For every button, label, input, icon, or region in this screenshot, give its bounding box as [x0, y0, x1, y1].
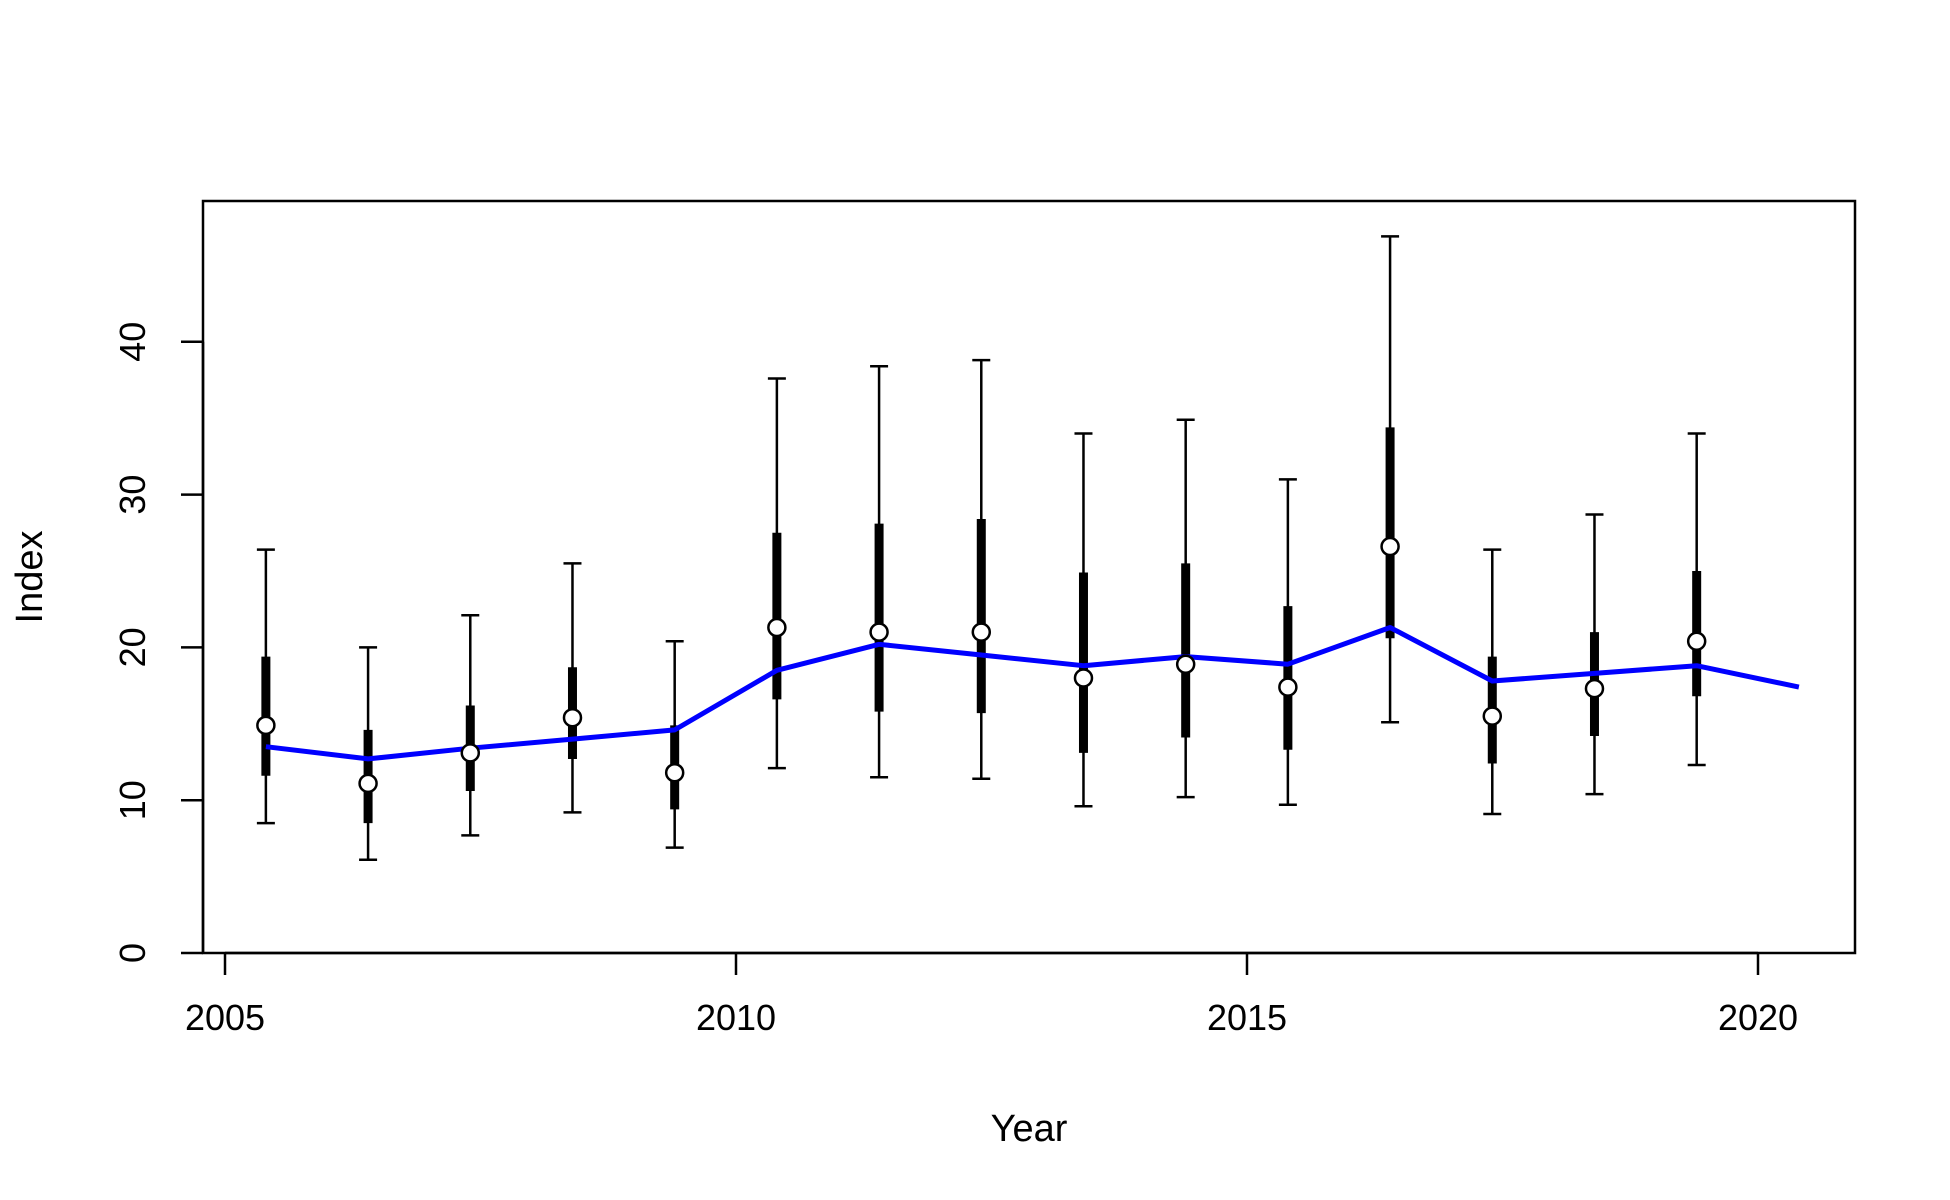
x-tick-label-2015: 2015: [1207, 997, 1287, 1038]
observed-point-11: [1380, 536, 1400, 557]
observed-point-2: [460, 743, 481, 763]
observed-point-9: [1175, 654, 1196, 674]
y-tick-label-10: 10: [112, 780, 153, 820]
observed-point-0: [256, 715, 276, 736]
observed-points: [256, 536, 1707, 794]
y-tick-label-40: 40: [112, 322, 153, 362]
observed-point-13: [1584, 678, 1605, 699]
x-axis: 2005 2010 2015 2020: [185, 951, 1798, 1038]
observed-point-8: [1073, 668, 1094, 688]
plot-frame: [201, 199, 1857, 955]
x-axis-label: Year: [991, 1108, 1068, 1150]
observed-point-12: [1482, 706, 1503, 726]
observed-point-7: [971, 622, 992, 642]
y-tick-label-0: 0: [112, 943, 153, 963]
observed-point-6: [869, 622, 889, 642]
observed-point-3: [562, 707, 583, 728]
y-tick-label-30: 30: [112, 475, 153, 515]
observed-point-5: [767, 617, 787, 638]
x-tick-label-2005: 2005: [185, 997, 265, 1038]
observed-point-4: [664, 762, 685, 783]
observed-point-1: [358, 773, 378, 794]
observed-point-10: [1278, 677, 1298, 697]
x-tick-label-2010: 2010: [696, 997, 776, 1038]
observed-point-14: [1686, 631, 1707, 652]
y-axis: 0 10 20 30 40: [112, 322, 205, 963]
x-tick-label-2020: 2020: [1718, 997, 1798, 1038]
y-axis-label: Index: [9, 531, 51, 624]
fitted-line: [265, 625, 1800, 762]
y-tick-label-20: 20: [112, 627, 153, 667]
error-bars: [256, 235, 1706, 862]
